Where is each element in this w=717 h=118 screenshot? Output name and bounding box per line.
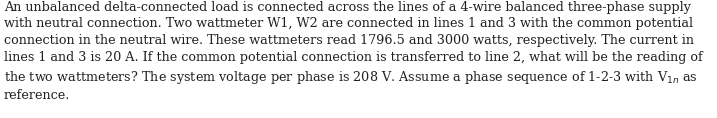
- Text: An unbalanced delta-connected load is connected across the lines of a 4-wire bal: An unbalanced delta-connected load is co…: [4, 1, 703, 102]
